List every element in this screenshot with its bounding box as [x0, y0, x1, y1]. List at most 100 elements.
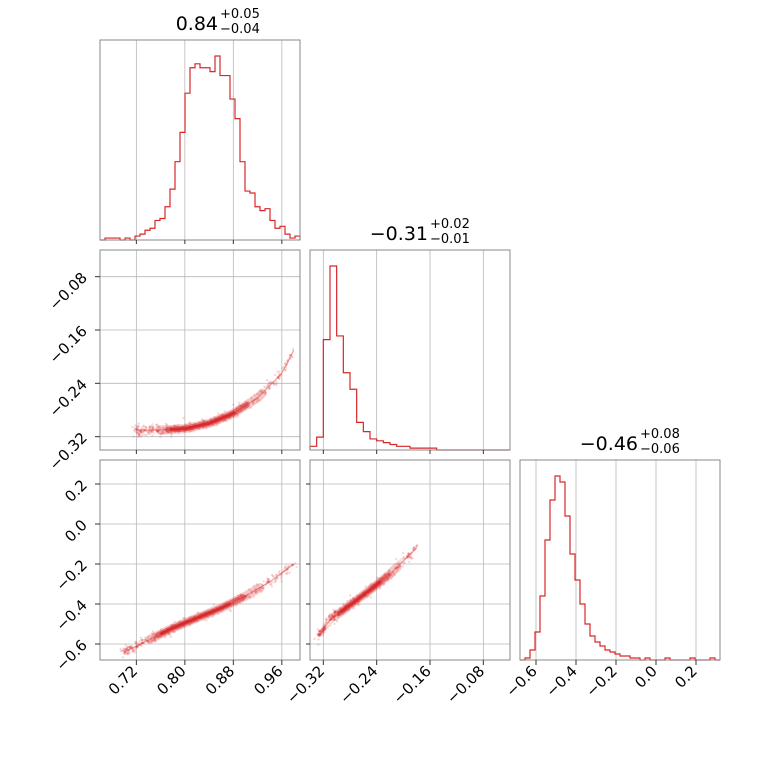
pair-2-sample — [322, 628, 325, 632]
pair-2-sample — [323, 627, 326, 631]
pair-1-sample — [196, 612, 199, 615]
pair-1-sample — [126, 646, 129, 650]
title-plus: +0.08 — [640, 427, 680, 442]
pair-0-sample — [146, 432, 150, 435]
pair-0-sample — [148, 432, 151, 435]
pair-1-sample — [140, 641, 143, 644]
pair-1-ridge — [123, 563, 295, 653]
pair-0-sample — [250, 399, 254, 402]
pair-1-sample — [130, 647, 134, 651]
pair-0-sample — [253, 398, 256, 401]
pair-1-sample — [274, 577, 278, 581]
pair-0-sample — [138, 433, 141, 436]
pair-2-sample — [394, 567, 398, 570]
title-1: −0.31 +0.02−0.01 — [370, 217, 470, 247]
pair-2-sample — [412, 546, 416, 549]
pair-0-sample — [255, 400, 259, 403]
pair-1-sample — [246, 595, 249, 599]
pair-1-sample — [261, 586, 265, 590]
pair-0-sample — [266, 384, 270, 388]
pair-2-sample — [369, 596, 372, 599]
pair-0-sample — [151, 427, 154, 431]
pair-1-sample — [150, 639, 153, 643]
pair-2-sample — [369, 582, 373, 585]
pair-0-sample — [285, 359, 289, 363]
pair-0-sample — [271, 381, 274, 384]
hist-0-frame — [99, 39, 301, 241]
pair-1-sample — [279, 577, 283, 580]
pair-0-sample — [144, 425, 147, 429]
pair-0-sample — [134, 427, 137, 430]
pair-0-sample — [251, 401, 255, 404]
pair-2-sample — [329, 622, 333, 625]
pair-0-sample — [150, 427, 153, 431]
pair-1-sample — [245, 595, 248, 598]
pair-0-sample — [290, 355, 294, 358]
pair-2-sample — [319, 631, 323, 634]
pair-0-sample — [147, 431, 150, 434]
pair-0-sample — [277, 376, 280, 379]
pair-2-sample — [329, 616, 333, 619]
pair-0-sample — [267, 387, 271, 390]
pair-2-sample — [329, 618, 333, 622]
pair-1-sample — [152, 638, 155, 642]
pair-2-sample — [322, 627, 326, 630]
pair-1-sample — [127, 645, 131, 648]
pair-2-sample — [321, 627, 324, 630]
pair-1-sample — [265, 581, 268, 585]
pair-2-sample — [330, 617, 333, 620]
pair-2-sample — [321, 630, 324, 633]
pair-1-sample — [288, 564, 291, 568]
pair-1-sample — [135, 644, 138, 648]
pair-2-sample — [319, 632, 322, 635]
pair-0-sample — [142, 424, 145, 428]
pair-2-sample — [328, 618, 331, 622]
pair-1-sample — [274, 579, 277, 582]
pair-0-sample — [273, 382, 276, 385]
pair-0-sample — [150, 430, 153, 434]
pair-1-sample — [153, 632, 156, 636]
pair-2-sample — [395, 570, 398, 573]
pair-0-sample — [150, 431, 153, 434]
pair-0-sample — [159, 432, 163, 436]
pair-2-sample — [322, 631, 325, 634]
pair-2-sample — [407, 552, 410, 555]
pair-0-sample — [136, 428, 140, 431]
pair-2-sample — [333, 610, 336, 613]
pair-0-sample — [143, 433, 146, 436]
pair-0-sample — [215, 424, 218, 427]
pair-1-sample — [266, 580, 269, 583]
pair-0-sample — [202, 419, 205, 422]
pair-0-sample — [282, 365, 285, 369]
pair-2-sample — [321, 627, 324, 630]
pair-0-sample — [192, 430, 195, 433]
pair-0-sample — [252, 402, 255, 405]
pair-2-sample — [398, 561, 401, 564]
pair-0-sample — [188, 421, 191, 424]
pair-0-sample — [139, 429, 142, 432]
pair-1-sample — [281, 570, 285, 574]
pair-2-sample — [318, 633, 321, 636]
pair-1-sample — [135, 646, 138, 649]
data-layer — [100, 55, 720, 661]
pair-0-sample — [142, 428, 145, 431]
pair-0-sample — [139, 430, 143, 433]
pair-1-sample — [287, 565, 290, 568]
pair-0-sample — [263, 385, 266, 389]
pair-2-sample — [330, 614, 334, 617]
pair-1-sample — [270, 581, 274, 584]
pair-2-sample — [409, 555, 412, 559]
pair-0-sample — [278, 370, 281, 373]
pair-1-sample — [143, 636, 147, 639]
pair-0-sample — [161, 432, 164, 435]
title-plus: +0.05 — [220, 7, 260, 22]
pair-0-sample — [148, 431, 151, 434]
pair-1-sample — [270, 582, 273, 586]
pair-1-sample — [136, 645, 139, 648]
pair-0-sample — [158, 425, 161, 429]
pair-1-sample — [142, 642, 146, 645]
pair-1-sample — [169, 635, 173, 639]
pair-0-sample — [144, 429, 147, 432]
pair-2-sample — [411, 547, 415, 551]
pair-2-sample — [415, 544, 419, 548]
